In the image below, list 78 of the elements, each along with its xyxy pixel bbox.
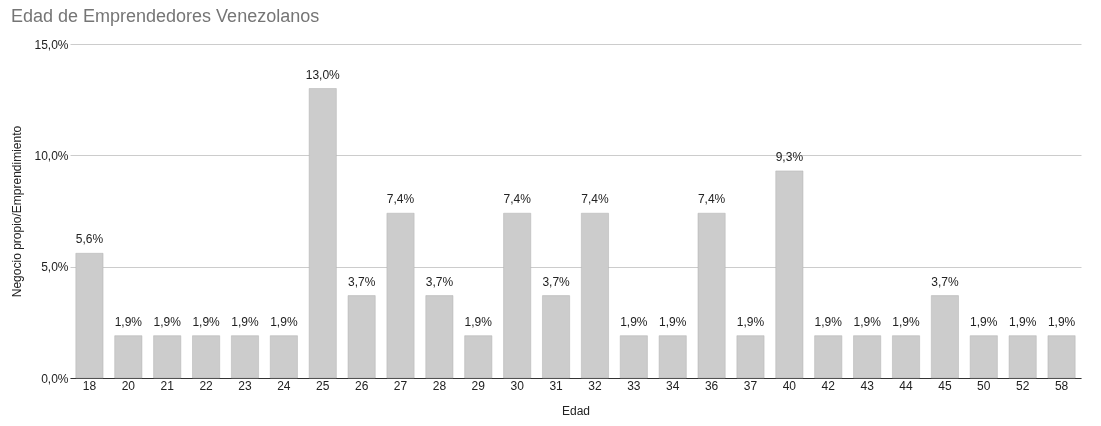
bar [619,335,648,379]
y-tick-label: 15,0% [34,37,69,52]
bar [969,335,998,379]
x-tick-label: 23 [238,378,252,393]
x-tick-label: 29 [471,378,486,393]
bar [153,335,182,379]
x-tick-label: 28 [432,378,447,393]
x-tick-label: 24 [277,378,291,393]
x-tick-label: 20 [121,378,136,393]
x-tick-label: 42 [821,378,836,393]
data-label: 3,7% [425,274,454,289]
data-label: 1,9% [892,314,921,329]
x-tick-label: 50 [977,378,991,393]
x-tick-label: 22 [199,378,214,393]
bar [231,335,259,379]
data-label: 3,7% [347,274,376,289]
data-label: 7,4% [697,192,726,207]
bar [270,335,298,379]
x-tick-label: 52 [1015,378,1030,393]
data-label: 7,4% [503,192,532,207]
bar [736,335,765,379]
data-label: 1,9% [659,314,687,329]
x-tick-label: 27 [393,378,408,393]
x-tick-label: 58 [1054,378,1069,393]
y-tick-label: 5,0% [41,260,69,275]
bar [658,335,687,379]
x-axis-title: Edad [561,403,591,418]
x-tick-label: 30 [510,378,525,393]
bar [1008,335,1037,379]
x-tick-label: 33 [627,378,641,393]
data-label: 1,9% [231,314,259,329]
x-tick-label: 32 [588,378,602,393]
y-axis-title: Negocio propio/Emprendimiento [10,125,25,298]
bar [464,335,493,379]
data-label: 1,9% [114,314,143,329]
bar [1047,335,1076,379]
x-tick-label: 43 [860,378,875,393]
x-tick-label: 21 [160,378,175,393]
x-tick-label: 44 [899,378,914,393]
data-label: 1,9% [970,314,998,329]
x-tick-label: 31 [549,378,564,393]
data-label: 1,9% [192,314,221,329]
data-label: 1,9% [620,314,648,329]
data-label: 3,7% [931,274,959,289]
bar [814,335,843,379]
data-label: 9,3% [775,149,804,164]
bar [853,335,881,379]
data-label: 1,9% [853,314,882,329]
data-label: 1,9% [153,314,182,329]
x-tick-label: 34 [666,378,680,393]
bar [192,335,220,379]
data-label: 1,9% [1047,314,1076,329]
data-label: 13,0% [305,67,341,82]
data-label: 5,6% [75,232,104,247]
data-label: 3,7% [542,274,571,289]
bar [542,295,570,379]
data-label: 1,9% [736,314,765,329]
bar [892,335,920,379]
x-tick-label: 26 [354,378,369,393]
x-tick-label: 37 [743,378,758,393]
x-tick-label: 40 [782,378,797,393]
data-label: 1,9% [270,314,298,329]
bar [347,295,376,379]
x-tick-label: 25 [316,378,330,393]
x-tick-label: 36 [704,378,719,393]
data-label: 7,4% [581,192,609,207]
y-tick-label: 0,0% [41,371,69,386]
bar [425,295,454,379]
y-tick-label: 10,0% [34,148,69,163]
data-label: 7,4% [386,192,415,207]
data-label: 1,9% [464,314,493,329]
bar [114,335,143,379]
data-label: 1,9% [1008,314,1037,329]
chart-title: Edad de Emprendedores Venezolanos [10,6,320,26]
data-label: 1,9% [814,314,843,329]
x-tick-label: 18 [82,378,97,393]
bar [931,295,959,379]
x-tick-label: 45 [938,378,952,393]
